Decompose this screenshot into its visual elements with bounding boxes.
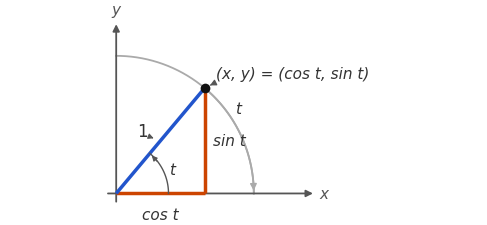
Text: sin t: sin t	[213, 134, 245, 149]
Text: x: x	[320, 186, 329, 201]
Text: t: t	[235, 101, 241, 116]
Text: (x, y) = (cos t, sin t): (x, y) = (cos t, sin t)	[216, 67, 369, 82]
Text: 1: 1	[137, 123, 148, 140]
Text: cos t: cos t	[142, 207, 179, 222]
Text: t: t	[169, 162, 175, 178]
Text: y: y	[112, 3, 121, 18]
